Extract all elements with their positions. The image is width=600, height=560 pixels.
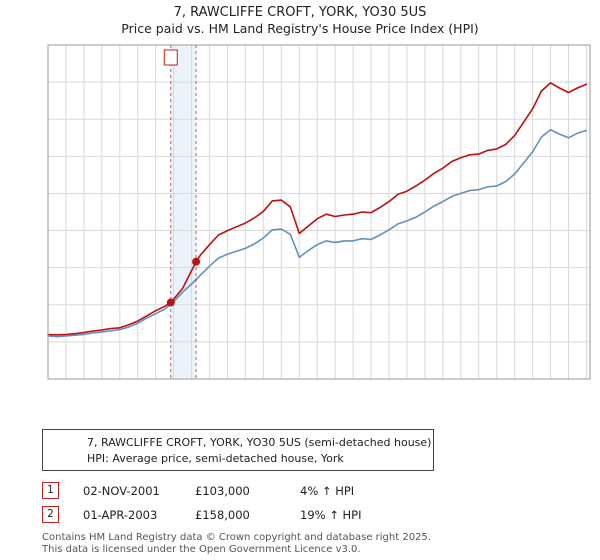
transaction-list: 1 02-NOV-2001 £103,000 4% ↑ HPI 2 01-APR… [42,481,600,524]
transaction-2-hpi-change: 19% ↑ HPI [300,507,362,522]
legend-label-hpi: HPI: Average price, semi-detached house,… [87,451,344,465]
footer-line-1: Contains HM Land Registry data © Crown c… [42,532,431,543]
page-subtitle: Price paid vs. HM Land Registry's House … [121,21,479,36]
chart-legend: 7, RAWCLIFFE CROFT, YORK, YO30 5US (semi… [42,429,434,471]
page-title: 7, RAWCLIFFE CROFT, YORK, YO30 5US [173,5,427,20]
transaction-1-marker: 1 [42,482,59,499]
transaction-2-marker: 2 [42,506,59,523]
transaction-1-date: 02-NOV-2001 [83,483,160,498]
transaction-2-price: £158,000 [195,507,250,522]
property-price-line [47,82,588,336]
transaction-2-date: 01-APR-2003 [83,507,158,522]
transaction-row-1: 1 02-NOV-2001 £103,000 4% ↑ HPI [42,481,600,500]
transaction-1-price: £103,000 [195,483,250,498]
purchase-point-dot [166,298,175,307]
legend-item-property: 7, RAWCLIFFE CROFT, YORK, YO30 5US (semi… [51,434,431,450]
transaction-1-hpi-change: 4% ↑ HPI [300,483,355,498]
price-chart [47,44,591,380]
purchase-point-dot [192,257,201,266]
marker-box-1 [163,49,178,66]
legend-item-hpi: HPI: Average price, semi-detached house,… [51,450,425,466]
legend-label-property: 7, RAWCLIFFE CROFT, YORK, YO30 5US (semi… [87,435,432,449]
footer-line-2: This data is licensed under the Open Gov… [42,544,361,555]
hpi-line [47,128,588,338]
hpi-line-swatch [51,457,79,460]
property-line-swatch [51,441,79,444]
transaction-band [170,45,197,379]
license-footer: Contains HM Land Registry data © Crown c… [42,532,600,556]
chart-header: 7, RAWCLIFFE CROFT, YORK, YO30 5US Price… [0,0,600,37]
plot-border [47,44,591,380]
transaction-row-2: 2 01-APR-2003 £158,000 19% ↑ HPI [42,505,600,524]
